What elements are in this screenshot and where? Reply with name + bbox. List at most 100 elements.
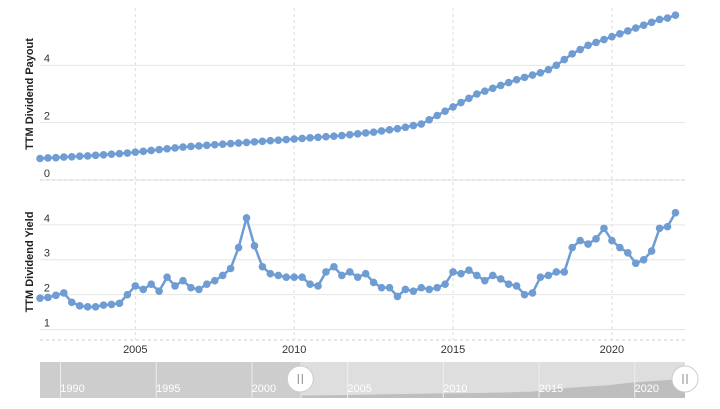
data-point	[250, 138, 259, 146]
data-point	[234, 139, 243, 147]
data-point	[663, 14, 672, 22]
data-point	[393, 292, 402, 301]
data-point	[576, 236, 584, 245]
data-point	[488, 84, 497, 93]
data-point	[647, 18, 656, 27]
data-point	[179, 143, 187, 151]
data-point	[552, 268, 561, 276]
data-point	[330, 132, 338, 140]
data-point	[592, 38, 600, 47]
data-point	[544, 65, 553, 74]
data-point	[274, 136, 283, 144]
data-point	[481, 276, 489, 285]
data-point	[496, 81, 505, 90]
data-point	[338, 271, 346, 280]
data-point	[409, 287, 418, 295]
data-point	[592, 235, 600, 243]
data-point	[99, 301, 108, 309]
data-point	[345, 268, 354, 276]
data-point	[67, 298, 76, 307]
data-point	[242, 138, 251, 147]
data-point	[568, 243, 577, 252]
handle-knob	[286, 365, 314, 393]
data-point	[361, 129, 370, 137]
data-point	[496, 275, 505, 283]
data-point	[409, 121, 418, 130]
data-point	[345, 130, 354, 139]
navigator-tick-label: 1995	[156, 383, 180, 395]
data-point	[385, 283, 394, 292]
data-point	[52, 291, 60, 300]
data-point	[631, 24, 640, 32]
y-tick-label: 2	[44, 283, 50, 295]
data-point	[203, 141, 211, 150]
data-point	[36, 294, 44, 302]
data-point	[639, 255, 648, 264]
data-point	[552, 61, 561, 70]
data-point	[83, 152, 92, 160]
data-point	[655, 224, 664, 233]
data-point	[306, 280, 314, 288]
data-point	[584, 240, 592, 248]
data-point	[226, 139, 235, 148]
y-tick-label: 3	[44, 248, 50, 260]
data-point	[210, 140, 219, 149]
data-point	[647, 247, 656, 255]
navigator-handle[interactable]	[286, 365, 314, 393]
data-point	[274, 271, 283, 280]
data-point	[465, 266, 473, 275]
data-point	[107, 300, 116, 309]
data-point	[282, 135, 291, 144]
data-point	[512, 282, 521, 290]
data-point	[417, 283, 426, 292]
data-point	[147, 146, 156, 155]
x-tick-label: 2020	[600, 344, 624, 356]
data-point	[473, 271, 481, 280]
data-point	[369, 278, 378, 287]
data-point	[457, 98, 465, 107]
data-point	[155, 287, 163, 295]
data-point	[536, 68, 545, 77]
data-point	[139, 147, 148, 156]
data-point	[441, 280, 449, 288]
data-point	[584, 41, 592, 50]
data-point	[44, 293, 52, 302]
data-point	[210, 276, 219, 285]
data-point	[163, 273, 171, 282]
data-point	[377, 127, 386, 135]
data-point	[60, 289, 68, 297]
data-point	[536, 273, 545, 282]
data-point	[60, 153, 68, 161]
y-axis-title: TTM Dividend Payout	[24, 38, 36, 150]
data-point	[600, 224, 608, 233]
navigator-mask	[40, 362, 301, 398]
data-point	[417, 120, 426, 128]
data-point	[218, 271, 227, 280]
data-point	[306, 134, 314, 142]
data-point	[298, 134, 306, 143]
data-point	[528, 71, 537, 79]
navigator-handle[interactable]	[671, 365, 699, 393]
data-point	[330, 262, 338, 271]
data-point	[608, 32, 616, 41]
data-point	[576, 45, 584, 54]
data-point	[608, 236, 616, 245]
y-tick-label: 4	[44, 53, 50, 65]
data-point	[91, 303, 100, 311]
x-tick-label: 2010	[282, 344, 306, 356]
data-point	[322, 132, 330, 141]
data-point	[179, 276, 187, 285]
data-point	[123, 290, 132, 299]
data-point	[203, 280, 211, 288]
data-point	[624, 248, 632, 257]
data-point	[600, 35, 608, 44]
data-point	[449, 103, 457, 111]
data-point	[298, 273, 306, 282]
data-point	[353, 273, 362, 282]
data-point	[465, 94, 473, 103]
data-point	[266, 136, 275, 145]
navigator-tick-label: 2020	[634, 383, 658, 395]
data-point	[250, 242, 259, 250]
data-point	[52, 153, 60, 162]
data-point	[258, 137, 267, 146]
